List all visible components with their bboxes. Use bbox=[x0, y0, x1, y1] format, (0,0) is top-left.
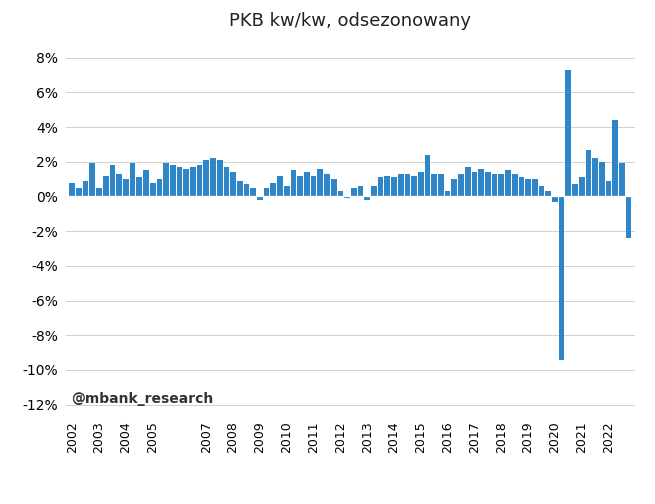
Bar bbox=[552, 197, 558, 202]
Bar bbox=[626, 197, 631, 238]
Bar bbox=[432, 174, 437, 197]
Bar bbox=[579, 177, 584, 197]
Bar bbox=[183, 169, 189, 197]
Bar bbox=[143, 170, 149, 197]
Bar bbox=[418, 172, 424, 197]
Bar bbox=[277, 175, 283, 197]
Bar bbox=[163, 163, 169, 197]
Bar bbox=[364, 197, 370, 200]
Bar bbox=[123, 179, 128, 197]
Bar bbox=[83, 181, 88, 197]
Bar bbox=[237, 181, 242, 197]
Bar bbox=[90, 163, 95, 197]
Bar bbox=[76, 188, 82, 197]
Title: PKB kw/kw, odsezonowany: PKB kw/kw, odsezonowany bbox=[229, 13, 472, 30]
Bar bbox=[204, 160, 209, 197]
Bar bbox=[424, 155, 430, 197]
Bar bbox=[525, 179, 531, 197]
Bar bbox=[592, 158, 598, 197]
Bar bbox=[177, 167, 182, 197]
Bar bbox=[231, 172, 236, 197]
Bar bbox=[150, 182, 155, 197]
Bar bbox=[458, 174, 464, 197]
Bar bbox=[498, 174, 504, 197]
Bar bbox=[405, 174, 410, 197]
Bar bbox=[196, 165, 202, 197]
Bar bbox=[136, 177, 142, 197]
Bar bbox=[586, 150, 591, 197]
Bar bbox=[157, 179, 162, 197]
Bar bbox=[271, 182, 276, 197]
Bar bbox=[398, 174, 403, 197]
Bar bbox=[572, 184, 578, 197]
Bar bbox=[264, 188, 269, 197]
Bar bbox=[472, 172, 477, 197]
Bar bbox=[244, 184, 250, 197]
Bar bbox=[384, 175, 390, 197]
Bar bbox=[351, 188, 356, 197]
Bar bbox=[411, 175, 417, 197]
Bar bbox=[465, 167, 470, 197]
Bar bbox=[538, 186, 544, 197]
Bar bbox=[297, 175, 303, 197]
Text: @mbank_research: @mbank_research bbox=[71, 392, 214, 406]
Bar bbox=[284, 186, 290, 197]
Bar bbox=[223, 167, 229, 197]
Bar bbox=[117, 174, 122, 197]
Bar bbox=[345, 197, 350, 198]
Bar bbox=[378, 177, 383, 197]
Bar bbox=[109, 165, 115, 197]
Bar bbox=[619, 163, 625, 197]
Bar bbox=[190, 167, 196, 197]
Bar bbox=[505, 170, 511, 197]
Bar bbox=[324, 174, 330, 197]
Bar bbox=[217, 160, 223, 197]
Bar bbox=[512, 174, 517, 197]
Bar bbox=[69, 182, 75, 197]
Bar bbox=[546, 191, 551, 197]
Bar bbox=[565, 70, 571, 197]
Bar bbox=[103, 175, 109, 197]
Bar bbox=[612, 120, 618, 197]
Bar bbox=[445, 191, 451, 197]
Bar bbox=[606, 181, 611, 197]
Bar bbox=[438, 174, 444, 197]
Bar bbox=[371, 186, 377, 197]
Bar bbox=[170, 165, 176, 197]
Bar bbox=[318, 169, 323, 197]
Bar bbox=[492, 174, 497, 197]
Bar bbox=[451, 179, 457, 197]
Bar bbox=[310, 175, 316, 197]
Bar bbox=[485, 172, 491, 197]
Bar bbox=[478, 169, 484, 197]
Bar bbox=[250, 188, 256, 197]
Bar bbox=[304, 172, 310, 197]
Bar bbox=[358, 186, 364, 197]
Bar bbox=[391, 177, 397, 197]
Bar bbox=[257, 197, 263, 200]
Bar bbox=[331, 179, 337, 197]
Bar bbox=[599, 162, 605, 197]
Bar bbox=[210, 158, 216, 197]
Bar bbox=[532, 179, 538, 197]
Bar bbox=[291, 170, 296, 197]
Bar bbox=[337, 191, 343, 197]
Bar bbox=[559, 197, 565, 359]
Bar bbox=[96, 188, 102, 197]
Bar bbox=[130, 163, 136, 197]
Bar bbox=[519, 177, 524, 197]
